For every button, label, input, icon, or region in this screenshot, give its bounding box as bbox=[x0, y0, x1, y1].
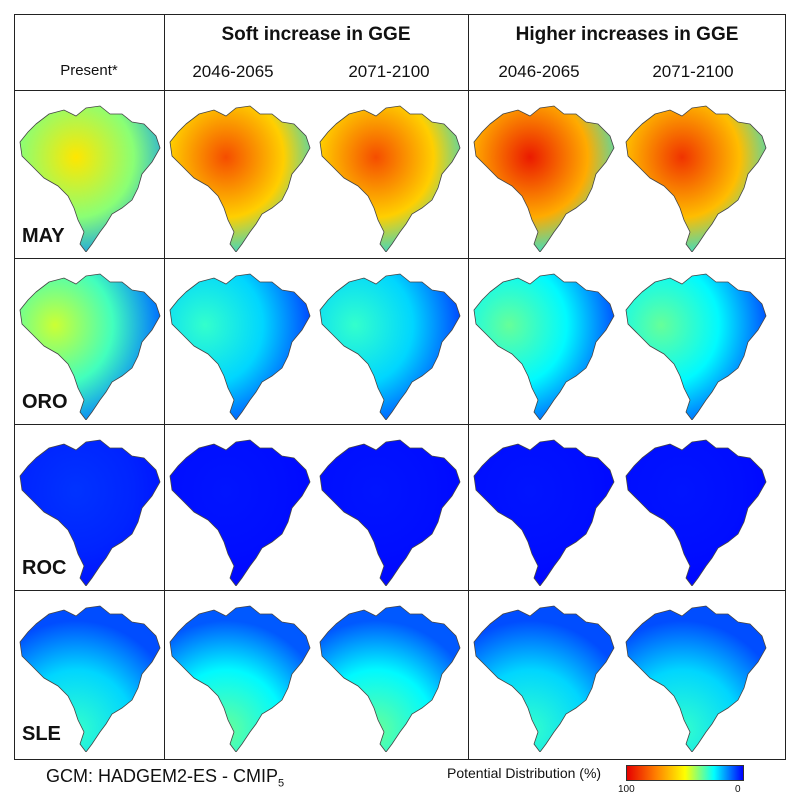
suitability-map bbox=[620, 260, 770, 420]
brazil-map-shape bbox=[169, 105, 311, 252]
legend-title: Potential Distribution (%) bbox=[447, 765, 602, 781]
brazil-map-shape bbox=[625, 605, 767, 752]
brazil-map-shape bbox=[319, 105, 461, 252]
row-label: SLE bbox=[22, 723, 61, 745]
suitability-map bbox=[314, 92, 464, 252]
brazil-map-shape bbox=[19, 605, 161, 752]
suitability-map bbox=[14, 92, 164, 252]
suitability-map bbox=[164, 260, 314, 420]
brazil-map-shape bbox=[473, 439, 615, 586]
gcm-label: GCM: HADGEM2-ES - CMIP5 bbox=[46, 766, 285, 790]
suitability-map bbox=[620, 426, 770, 586]
brazil-map-shape bbox=[319, 605, 461, 752]
grid-line bbox=[14, 424, 786, 425]
grid-line bbox=[14, 590, 786, 591]
suitability-map bbox=[314, 426, 464, 586]
brazil-map-shape bbox=[169, 273, 311, 420]
grid-line bbox=[164, 14, 165, 760]
present-header: Present* bbox=[60, 62, 118, 79]
legend-max-label: 100 bbox=[618, 784, 635, 795]
suitability-map bbox=[468, 592, 618, 752]
suitability-map bbox=[620, 592, 770, 752]
period-header: 2046-2065 bbox=[498, 62, 580, 81]
grid-line bbox=[468, 14, 469, 760]
brazil-map-shape bbox=[625, 105, 767, 252]
grid-line bbox=[14, 258, 786, 259]
brazil-map-shape bbox=[19, 439, 161, 586]
row-label: ORO bbox=[22, 391, 68, 413]
grid-line bbox=[14, 90, 786, 91]
suitability-map bbox=[620, 92, 770, 252]
scenario-soft-title: Soft increase in GGE bbox=[221, 24, 411, 45]
brazil-map-shape bbox=[473, 273, 615, 420]
scenario-high-title: Higher increases in GGE bbox=[515, 24, 739, 45]
row-label: MAY bbox=[22, 225, 65, 247]
brazil-map-shape bbox=[625, 273, 767, 420]
brazil-map-shape bbox=[473, 605, 615, 752]
suitability-map bbox=[314, 260, 464, 420]
suitability-map bbox=[14, 426, 164, 586]
suitability-map bbox=[14, 592, 164, 752]
figure-frame bbox=[14, 14, 786, 760]
brazil-map-shape bbox=[319, 439, 461, 586]
period-header: 2046-2065 bbox=[192, 62, 274, 81]
brazil-map-shape bbox=[169, 439, 311, 586]
suitability-map bbox=[314, 592, 464, 752]
suitability-map bbox=[164, 592, 314, 752]
brazil-map-shape bbox=[319, 273, 461, 420]
suitability-map bbox=[468, 426, 618, 586]
brazil-map-shape bbox=[169, 605, 311, 752]
brazil-map-shape bbox=[625, 439, 767, 586]
brazil-map-shape bbox=[473, 105, 615, 252]
suitability-map bbox=[164, 92, 314, 252]
legend-color-bar bbox=[626, 765, 744, 781]
suitability-map bbox=[468, 260, 618, 420]
brazil-map-shape bbox=[19, 105, 161, 252]
row-label: ROC bbox=[22, 557, 67, 579]
suitability-map bbox=[14, 260, 164, 420]
period-header: 2071-2100 bbox=[652, 62, 734, 81]
suitability-map bbox=[468, 92, 618, 252]
suitability-map bbox=[164, 426, 314, 586]
legend-min-label: 0 bbox=[735, 784, 741, 795]
period-header: 2071-2100 bbox=[348, 62, 430, 81]
brazil-map-shape bbox=[19, 273, 161, 420]
